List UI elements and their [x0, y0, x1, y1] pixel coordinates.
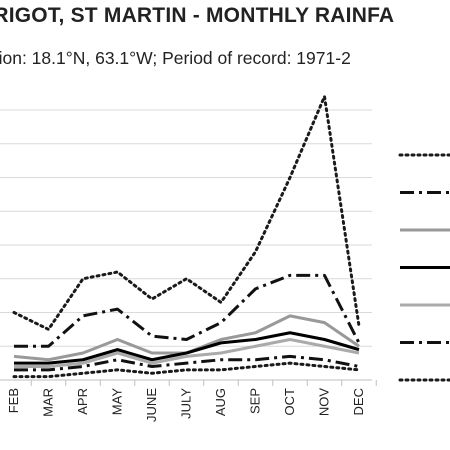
- x-tick-label: APR: [75, 388, 90, 415]
- x-tick-label: NOV: [317, 388, 332, 417]
- series-line-1: [12, 95, 361, 331]
- series-line-7: [12, 361, 361, 379]
- x-axis: FEB MAR APR MAY JUNE JULY AUG SEP OCT NOV DEC: [6, 380, 377, 422]
- x-tick-label: DEC: [351, 388, 366, 415]
- series-line-5: [14, 338, 360, 368]
- x-tick-label: JUNE: [144, 388, 159, 422]
- series-line-4: [14, 331, 360, 365]
- series-lines: [12, 95, 361, 379]
- x-tick-label: MAR: [41, 388, 56, 417]
- x-tick-label: AUG: [213, 388, 228, 416]
- legend: [398, 153, 450, 382]
- x-tick-label: JULY: [179, 388, 194, 419]
- gridlines: [0, 109, 372, 381]
- series-line-6: [14, 354, 360, 372]
- x-tick-label: FEB: [6, 388, 21, 413]
- chart-subtitle: ation: 18.1°N, 63.1°W; Period of record:…: [0, 48, 351, 68]
- chart-title: ARIGOT, ST MARTIN - MONTHLY RAINFA: [0, 4, 395, 27]
- x-tick-label: MAY: [110, 388, 125, 416]
- series-line-2: [14, 273, 361, 348]
- x-tick-label: SEP: [248, 388, 263, 414]
- x-tick-label: OCT: [282, 388, 297, 416]
